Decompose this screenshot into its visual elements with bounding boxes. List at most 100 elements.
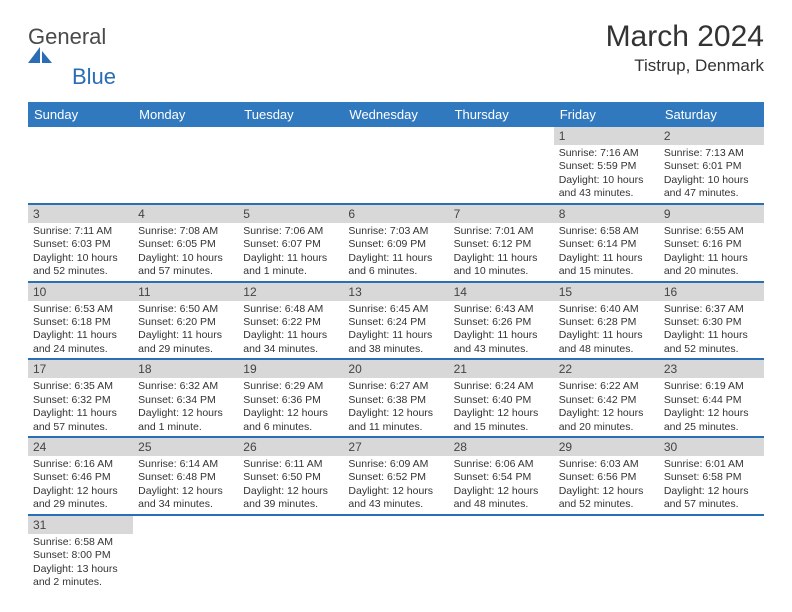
- calendar-body: 1Sunrise: 7:16 AMSunset: 5:59 PMDaylight…: [28, 127, 764, 592]
- calendar-cell: 3Sunrise: 7:11 AMSunset: 6:03 PMDaylight…: [28, 204, 133, 282]
- calendar-cell: 20Sunrise: 6:27 AMSunset: 6:38 PMDayligh…: [343, 359, 448, 437]
- day-header: Saturday: [659, 102, 764, 127]
- calendar-table: SundayMondayTuesdayWednesdayThursdayFrid…: [28, 102, 764, 592]
- calendar-cell: 26Sunrise: 6:11 AMSunset: 6:50 PMDayligh…: [238, 437, 343, 515]
- day-info: Sunrise: 7:06 AMSunset: 6:07 PMDaylight:…: [238, 223, 343, 281]
- calendar-week: 17Sunrise: 6:35 AMSunset: 6:32 PMDayligh…: [28, 359, 764, 437]
- day-info: Sunrise: 6:06 AMSunset: 6:54 PMDaylight:…: [449, 456, 554, 514]
- day-number: 25: [133, 438, 238, 456]
- calendar-cell: [659, 515, 764, 592]
- calendar-cell: [28, 127, 133, 204]
- day-info: Sunrise: 6:22 AMSunset: 6:42 PMDaylight:…: [554, 378, 659, 436]
- title-block: March 2024 Tistrup, Denmark: [606, 20, 764, 76]
- day-info: Sunrise: 6:58 AMSunset: 6:14 PMDaylight:…: [554, 223, 659, 281]
- day-info: Sunrise: 6:55 AMSunset: 6:16 PMDaylight:…: [659, 223, 764, 281]
- day-info: Sunrise: 6:32 AMSunset: 6:34 PMDaylight:…: [133, 378, 238, 436]
- day-number: 21: [449, 360, 554, 378]
- day-number: 14: [449, 283, 554, 301]
- day-number: 7: [449, 205, 554, 223]
- calendar-cell: 2Sunrise: 7:13 AMSunset: 6:01 PMDaylight…: [659, 127, 764, 204]
- day-number: 27: [343, 438, 448, 456]
- calendar-cell: [343, 127, 448, 204]
- day-info: Sunrise: 7:16 AMSunset: 5:59 PMDaylight:…: [554, 145, 659, 203]
- day-number: 5: [238, 205, 343, 223]
- day-number: 23: [659, 360, 764, 378]
- calendar-cell: 7Sunrise: 7:01 AMSunset: 6:12 PMDaylight…: [449, 204, 554, 282]
- day-number: 8: [554, 205, 659, 223]
- day-info: Sunrise: 6:35 AMSunset: 6:32 PMDaylight:…: [28, 378, 133, 436]
- day-number: 30: [659, 438, 764, 456]
- day-number: 13: [343, 283, 448, 301]
- day-number: 16: [659, 283, 764, 301]
- day-info: Sunrise: 6:11 AMSunset: 6:50 PMDaylight:…: [238, 456, 343, 514]
- day-number: 19: [238, 360, 343, 378]
- day-number: 20: [343, 360, 448, 378]
- calendar-cell: 22Sunrise: 6:22 AMSunset: 6:42 PMDayligh…: [554, 359, 659, 437]
- calendar-cell: [133, 127, 238, 204]
- calendar-cell: 28Sunrise: 6:06 AMSunset: 6:54 PMDayligh…: [449, 437, 554, 515]
- calendar-cell: 6Sunrise: 7:03 AMSunset: 6:09 PMDaylight…: [343, 204, 448, 282]
- calendar-cell: [554, 515, 659, 592]
- day-number: 29: [554, 438, 659, 456]
- day-number: 22: [554, 360, 659, 378]
- calendar-cell: [449, 127, 554, 204]
- day-number: 3: [28, 205, 133, 223]
- day-number: 26: [238, 438, 343, 456]
- calendar-cell: 25Sunrise: 6:14 AMSunset: 6:48 PMDayligh…: [133, 437, 238, 515]
- day-info: Sunrise: 7:08 AMSunset: 6:05 PMDaylight:…: [133, 223, 238, 281]
- calendar-cell: 29Sunrise: 6:03 AMSunset: 6:56 PMDayligh…: [554, 437, 659, 515]
- day-number: 1: [554, 127, 659, 145]
- day-info: Sunrise: 6:45 AMSunset: 6:24 PMDaylight:…: [343, 301, 448, 359]
- day-info: Sunrise: 6:40 AMSunset: 6:28 PMDaylight:…: [554, 301, 659, 359]
- day-info: Sunrise: 6:14 AMSunset: 6:48 PMDaylight:…: [133, 456, 238, 514]
- calendar-cell: 1Sunrise: 7:16 AMSunset: 5:59 PMDaylight…: [554, 127, 659, 204]
- calendar-cell: [133, 515, 238, 592]
- calendar-cell: 17Sunrise: 6:35 AMSunset: 6:32 PMDayligh…: [28, 359, 133, 437]
- calendar-cell: 5Sunrise: 7:06 AMSunset: 6:07 PMDaylight…: [238, 204, 343, 282]
- day-info: Sunrise: 6:53 AMSunset: 6:18 PMDaylight:…: [28, 301, 133, 359]
- calendar-cell: 27Sunrise: 6:09 AMSunset: 6:52 PMDayligh…: [343, 437, 448, 515]
- day-header: Friday: [554, 102, 659, 127]
- day-number: 6: [343, 205, 448, 223]
- day-number: 12: [238, 283, 343, 301]
- calendar-cell: 31Sunrise: 6:58 AMSunset: 8:00 PMDayligh…: [28, 515, 133, 592]
- day-number: 10: [28, 283, 133, 301]
- calendar-cell: 8Sunrise: 6:58 AMSunset: 6:14 PMDaylight…: [554, 204, 659, 282]
- calendar-cell: 24Sunrise: 6:16 AMSunset: 6:46 PMDayligh…: [28, 437, 133, 515]
- calendar-cell: 16Sunrise: 6:37 AMSunset: 6:30 PMDayligh…: [659, 282, 764, 360]
- calendar-week: 31Sunrise: 6:58 AMSunset: 8:00 PMDayligh…: [28, 515, 764, 592]
- calendar-week: 3Sunrise: 7:11 AMSunset: 6:03 PMDaylight…: [28, 204, 764, 282]
- calendar-cell: 10Sunrise: 6:53 AMSunset: 6:18 PMDayligh…: [28, 282, 133, 360]
- day-info: Sunrise: 6:43 AMSunset: 6:26 PMDaylight:…: [449, 301, 554, 359]
- day-info: Sunrise: 6:24 AMSunset: 6:40 PMDaylight:…: [449, 378, 554, 436]
- calendar-cell: 19Sunrise: 6:29 AMSunset: 6:36 PMDayligh…: [238, 359, 343, 437]
- calendar-cell: 4Sunrise: 7:08 AMSunset: 6:05 PMDaylight…: [133, 204, 238, 282]
- day-info: Sunrise: 6:37 AMSunset: 6:30 PMDaylight:…: [659, 301, 764, 359]
- header: General Blue March 2024 Tistrup, Denmark: [28, 20, 764, 88]
- logo: General Blue: [28, 26, 116, 88]
- day-number: 9: [659, 205, 764, 223]
- calendar-cell: [238, 127, 343, 204]
- day-info: Sunrise: 7:13 AMSunset: 6:01 PMDaylight:…: [659, 145, 764, 203]
- calendar-head: SundayMondayTuesdayWednesdayThursdayFrid…: [28, 102, 764, 127]
- calendar-week: 24Sunrise: 6:16 AMSunset: 6:46 PMDayligh…: [28, 437, 764, 515]
- calendar-week: 10Sunrise: 6:53 AMSunset: 6:18 PMDayligh…: [28, 282, 764, 360]
- day-number: 18: [133, 360, 238, 378]
- day-info: Sunrise: 6:16 AMSunset: 6:46 PMDaylight:…: [28, 456, 133, 514]
- day-info: Sunrise: 6:09 AMSunset: 6:52 PMDaylight:…: [343, 456, 448, 514]
- logo-word-2: Blue: [72, 66, 116, 88]
- day-header: Wednesday: [343, 102, 448, 127]
- day-header: Thursday: [449, 102, 554, 127]
- calendar-cell: 11Sunrise: 6:50 AMSunset: 6:20 PMDayligh…: [133, 282, 238, 360]
- calendar-cell: 14Sunrise: 6:43 AMSunset: 6:26 PMDayligh…: [449, 282, 554, 360]
- day-info: Sunrise: 6:29 AMSunset: 6:36 PMDaylight:…: [238, 378, 343, 436]
- month-title: March 2024: [606, 20, 764, 54]
- day-header: Tuesday: [238, 102, 343, 127]
- logo-text: General Blue: [28, 26, 116, 88]
- day-info: Sunrise: 7:01 AMSunset: 6:12 PMDaylight:…: [449, 223, 554, 281]
- day-info: Sunrise: 7:03 AMSunset: 6:09 PMDaylight:…: [343, 223, 448, 281]
- day-number: 4: [133, 205, 238, 223]
- calendar-cell: [343, 515, 448, 592]
- calendar-cell: 21Sunrise: 6:24 AMSunset: 6:40 PMDayligh…: [449, 359, 554, 437]
- calendar-cell: [449, 515, 554, 592]
